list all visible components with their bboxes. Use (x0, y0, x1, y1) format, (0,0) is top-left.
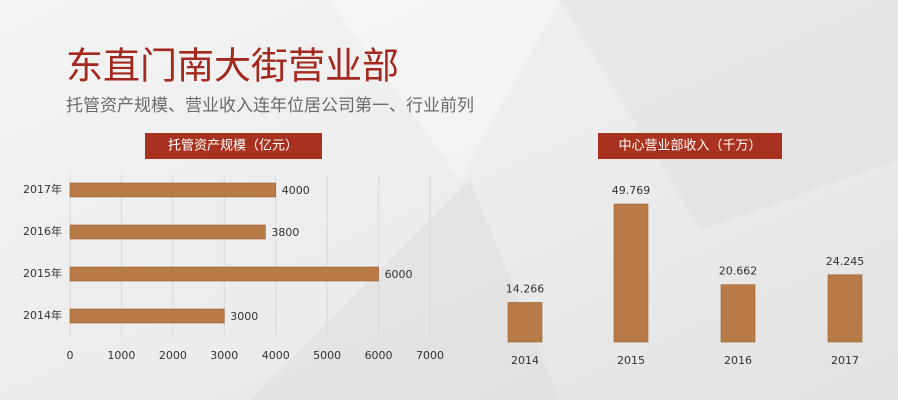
decor (560, 0, 898, 230)
y-tick-label: 2015年 (23, 266, 62, 280)
decor (330, 0, 560, 180)
x-tick-label: 1000 (107, 349, 135, 362)
x-tick-label: 6000 (365, 349, 393, 362)
bar (69, 224, 266, 240)
data-label: 4000 (282, 184, 310, 197)
x-tick-label: 2017 (831, 354, 859, 367)
bar (69, 308, 225, 324)
chart-title-box (145, 133, 322, 159)
data-label: 3000 (230, 310, 258, 323)
x-tick-label: 2000 (159, 349, 187, 362)
slide-subtitle: 托管资产规模、营业收入连年位居公司第一、行业前列 (66, 96, 474, 116)
bar (720, 284, 756, 343)
bar (69, 182, 277, 198)
x-tick-label: 2015 (617, 354, 645, 367)
x-tick-label: 5000 (313, 349, 341, 362)
chart-title-box (598, 133, 782, 159)
bar (827, 274, 863, 343)
x-tick-label: 4000 (262, 349, 290, 362)
data-label: 24.245 (826, 255, 865, 268)
x-tick-label: 7000 (416, 349, 444, 362)
x-tick-label: 2014 (511, 354, 539, 367)
data-label: 3800 (271, 226, 299, 239)
y-tick-label: 2014年 (23, 308, 62, 322)
decor (250, 180, 560, 400)
chart-title: 托管资产规模（亿元） (168, 139, 298, 154)
data-label: 6000 (385, 268, 413, 281)
bar (507, 302, 543, 343)
chart-title: 中心营业部收入（千万） (618, 139, 761, 154)
data-label: 20.662 (719, 265, 758, 278)
bar (69, 266, 379, 282)
x-tick-label: 3000 (210, 349, 238, 362)
data-label: 14.266 (506, 282, 545, 295)
x-tick-label: 0 (67, 349, 74, 362)
slide-title: 东直门南大街营业部 (66, 45, 399, 88)
y-tick-label: 2016年 (23, 224, 62, 238)
bar (613, 203, 649, 343)
data-label: 49.769 (612, 184, 651, 197)
x-tick-label: 2016 (724, 354, 752, 367)
y-tick-label: 2017年 (23, 182, 62, 196)
